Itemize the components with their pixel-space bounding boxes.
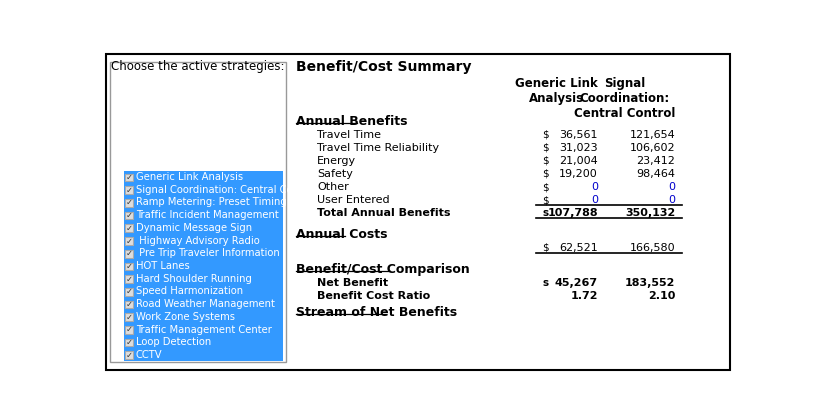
- Text: ✓: ✓: [126, 351, 133, 360]
- Text: 0: 0: [591, 195, 598, 205]
- Text: Other: Other: [317, 182, 349, 192]
- Text: Pre Trip Traveler Information: Pre Trip Traveler Information: [136, 248, 280, 258]
- Text: 45,267: 45,267: [555, 278, 598, 288]
- Text: Travel Time Reliability: Travel Time Reliability: [317, 143, 439, 153]
- Text: 0: 0: [668, 182, 676, 192]
- Text: 166,580: 166,580: [630, 243, 676, 253]
- Text: 98,464: 98,464: [637, 169, 676, 179]
- Text: Annual Costs: Annual Costs: [296, 228, 387, 241]
- Text: 1.72: 1.72: [570, 291, 598, 301]
- Text: User Entered: User Entered: [317, 195, 390, 205]
- Text: Benefit/Cost Summary: Benefit/Cost Summary: [296, 60, 471, 74]
- Text: ✓: ✓: [126, 313, 133, 322]
- Text: CCTV: CCTV: [136, 350, 163, 360]
- Text: Benefit Cost Ratio: Benefit Cost Ratio: [317, 291, 430, 301]
- Text: 23,412: 23,412: [637, 156, 676, 166]
- Text: ✓: ✓: [126, 326, 133, 334]
- FancyBboxPatch shape: [126, 186, 133, 194]
- Text: ✓: ✓: [126, 211, 133, 220]
- Text: 106,602: 106,602: [630, 143, 676, 153]
- FancyBboxPatch shape: [126, 173, 133, 181]
- Text: Traffic Management Center: Traffic Management Center: [136, 325, 272, 334]
- FancyBboxPatch shape: [126, 212, 133, 219]
- Text: $: $: [542, 143, 548, 153]
- Text: 0: 0: [591, 182, 598, 192]
- Text: Benefit/Cost Comparison: Benefit/Cost Comparison: [296, 263, 469, 276]
- Text: Hard Shoulder Running: Hard Shoulder Running: [136, 274, 252, 284]
- Text: Generic Link Analysis: Generic Link Analysis: [136, 172, 243, 182]
- Text: 31,023: 31,023: [559, 143, 598, 153]
- Text: 2.10: 2.10: [648, 291, 676, 301]
- Text: 0: 0: [668, 195, 676, 205]
- Text: ✓: ✓: [126, 275, 133, 284]
- Text: Annual Benefits: Annual Benefits: [296, 115, 408, 128]
- Text: $: $: [542, 243, 548, 253]
- Text: Net Benefit: Net Benefit: [317, 278, 389, 288]
- FancyBboxPatch shape: [124, 171, 284, 362]
- Text: Stream of Net Benefits: Stream of Net Benefits: [296, 306, 456, 319]
- Text: 21,004: 21,004: [559, 156, 598, 166]
- FancyBboxPatch shape: [126, 275, 133, 283]
- Text: 350,132: 350,132: [625, 208, 676, 218]
- FancyBboxPatch shape: [126, 262, 133, 270]
- Text: Traffic Incident Management: Traffic Incident Management: [136, 210, 279, 220]
- Text: Travel Time: Travel Time: [317, 130, 381, 140]
- Text: Loop Detection: Loop Detection: [136, 337, 211, 347]
- Text: ✓: ✓: [126, 198, 133, 207]
- Text: 183,552: 183,552: [625, 278, 676, 288]
- Text: ✓: ✓: [126, 338, 133, 347]
- Text: Dynamic Message Sign: Dynamic Message Sign: [136, 223, 252, 233]
- Text: $: $: [542, 130, 548, 140]
- Text: ✓: ✓: [126, 287, 133, 296]
- Text: s: s: [542, 208, 548, 218]
- Text: ✓: ✓: [126, 300, 133, 309]
- Text: ✓: ✓: [126, 224, 133, 233]
- FancyBboxPatch shape: [126, 326, 133, 334]
- Text: Work Zone Systems: Work Zone Systems: [136, 312, 235, 322]
- Text: Generic Link
Analysis: Generic Link Analysis: [515, 76, 598, 105]
- Text: Speed Harmonization: Speed Harmonization: [136, 286, 243, 297]
- Text: Signal
Coordination:
Central Control: Signal Coordination: Central Control: [574, 76, 676, 120]
- Text: $: $: [542, 169, 548, 179]
- Text: Ramp Metering: Preset Timing: Ramp Metering: Preset Timing: [136, 197, 287, 207]
- Text: ✓: ✓: [126, 262, 133, 271]
- Text: ✓: ✓: [126, 173, 133, 182]
- FancyBboxPatch shape: [126, 199, 133, 207]
- Text: Safety: Safety: [317, 169, 353, 179]
- FancyBboxPatch shape: [126, 224, 133, 232]
- Text: ✓: ✓: [126, 186, 133, 194]
- Text: Choose the active strategies:: Choose the active strategies:: [111, 60, 284, 73]
- FancyBboxPatch shape: [126, 339, 133, 346]
- Text: Road Weather Management: Road Weather Management: [136, 299, 275, 309]
- Text: Energy: Energy: [317, 156, 356, 166]
- Text: 36,561: 36,561: [559, 130, 598, 140]
- FancyBboxPatch shape: [126, 250, 133, 257]
- Text: HOT Lanes: HOT Lanes: [136, 261, 190, 271]
- Text: $: $: [542, 182, 548, 192]
- Text: Total Annual Benefits: Total Annual Benefits: [317, 208, 451, 218]
- Text: 107,788: 107,788: [547, 208, 598, 218]
- Text: 19,200: 19,200: [559, 169, 598, 179]
- FancyBboxPatch shape: [110, 62, 286, 362]
- Text: $: $: [542, 156, 548, 166]
- Text: ✓: ✓: [126, 236, 133, 245]
- FancyBboxPatch shape: [126, 301, 133, 308]
- FancyBboxPatch shape: [106, 54, 729, 370]
- Text: $: $: [542, 195, 548, 205]
- Text: s: s: [542, 278, 548, 288]
- Text: Signal Coordination: Central Control: Signal Coordination: Central Control: [136, 185, 315, 195]
- Text: 121,654: 121,654: [630, 130, 676, 140]
- Text: 62,521: 62,521: [559, 243, 598, 253]
- Text: Highway Advisory Radio: Highway Advisory Radio: [136, 236, 260, 246]
- Text: ✓: ✓: [126, 249, 133, 258]
- FancyBboxPatch shape: [126, 313, 133, 321]
- FancyBboxPatch shape: [126, 352, 133, 359]
- FancyBboxPatch shape: [126, 288, 133, 296]
- FancyBboxPatch shape: [126, 237, 133, 245]
